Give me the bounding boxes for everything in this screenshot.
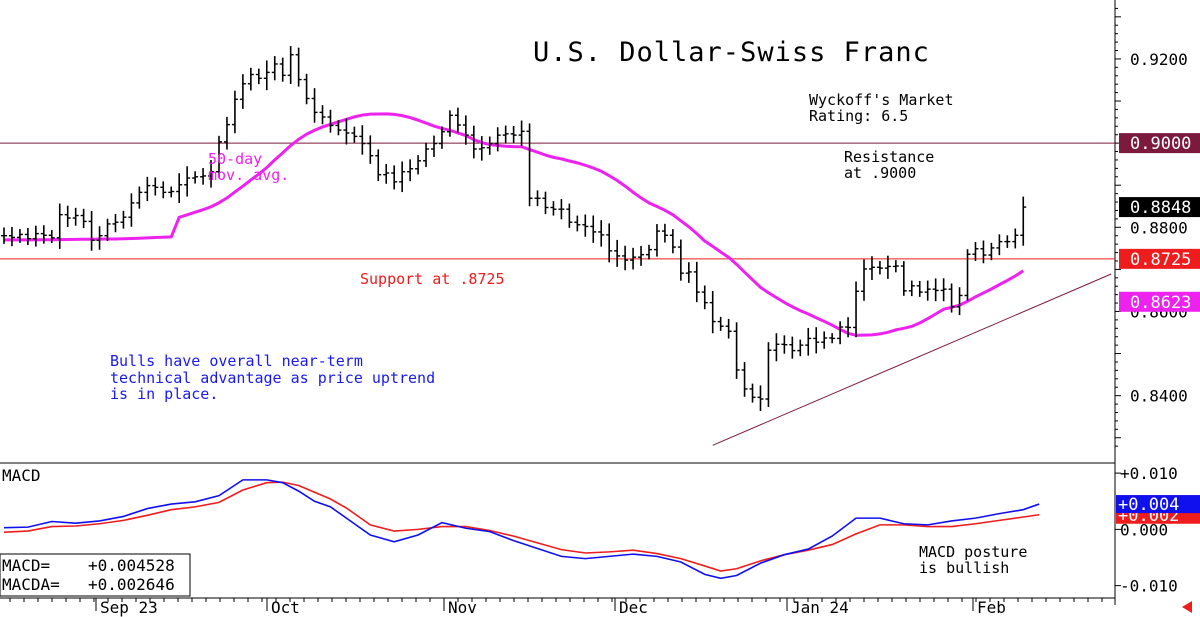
macd-note-1: MACD posture	[919, 543, 1027, 561]
macd-tags: +0.002+0.004	[1116, 495, 1200, 526]
price-tag-bg-0	[1119, 133, 1200, 154]
price-axis-label: 0.8800	[1130, 218, 1188, 237]
macda-readout-label: MACDA=	[2, 575, 60, 594]
price-tag-0: 0.9000	[1130, 134, 1191, 154]
date-label: Feb	[977, 598, 1006, 617]
resistance-label-2: at .9000	[844, 164, 916, 182]
price-tag-1: 0.8848	[1130, 198, 1191, 218]
macd-tag-1: +0.004	[1118, 495, 1179, 515]
bulls-note-2: technical advantage as price uptrend	[110, 369, 435, 387]
date-label: Oct	[271, 598, 300, 617]
macd-axis: +0.010 0.000 -0.010	[1115, 464, 1178, 596]
support-label: Support at .8725	[360, 270, 505, 288]
scroll-arrow-icon[interactable]	[1182, 601, 1192, 613]
date-label: Dec	[619, 598, 648, 617]
ma-label-1: 50-day	[208, 150, 262, 168]
macda-readout-value: +0.002646	[88, 575, 175, 594]
rating-line-2: Rating: 6.5	[809, 107, 908, 125]
date-axis: Sep 23 Oct Nov Dec Jan 24 Feb	[9, 598, 1103, 617]
macd-axis-label: +0.010	[1120, 464, 1178, 483]
trendline-group	[712, 273, 1112, 446]
macd-lines	[3, 479, 1040, 580]
date-label: Sep 23	[100, 598, 158, 617]
price-tag-bg-1	[1119, 197, 1200, 218]
chart-title: U.S. Dollar-Swiss Franc	[533, 37, 930, 68]
macd-note-2: is bullish	[919, 559, 1009, 577]
date-label: Nov	[448, 598, 477, 617]
macd-series-macda	[3, 481, 1040, 572]
macd-readout-box	[0, 553, 191, 597]
price-tags: 0.9000 0.8848 0.8725 0.8623	[1119, 133, 1200, 313]
ma-label-2: mov. avg.	[208, 166, 289, 184]
bulls-note-3: is in place.	[110, 385, 218, 403]
macd-readout-value: +0.004528	[88, 556, 175, 575]
macd-tag-bg-1	[1116, 495, 1200, 514]
macd-readout-label: MACD=	[2, 556, 50, 575]
macd-axis-label: -0.010	[1120, 577, 1178, 596]
macd-axis-label: 0.000	[1120, 520, 1168, 539]
horizontal-lines	[0, 142, 1115, 260]
price-axis-label: 0.9200	[1130, 50, 1188, 69]
price-axis-label: 0.8400	[1130, 387, 1188, 406]
moving-average-group	[3, 112, 1025, 337]
rating-line-1: Wyckoff's Market	[809, 91, 954, 109]
moving-average-line	[3, 112, 1025, 337]
uptrend-line	[712, 273, 1112, 446]
date-label: Jan 24	[791, 598, 849, 617]
resistance-label-1: Resistance	[844, 148, 934, 166]
price-tag-3: 0.8623	[1130, 293, 1191, 313]
macd-series-macd	[3, 479, 1040, 580]
macd-panel-title: MACD	[2, 466, 41, 485]
bulls-note-1: Bulls have overall near-term	[110, 352, 363, 370]
price-bars	[1, 46, 1027, 411]
price-tag-bg-2	[1119, 248, 1200, 269]
price-tag-2: 0.8725	[1130, 250, 1191, 270]
price-tag-bg-3	[1119, 291, 1200, 312]
